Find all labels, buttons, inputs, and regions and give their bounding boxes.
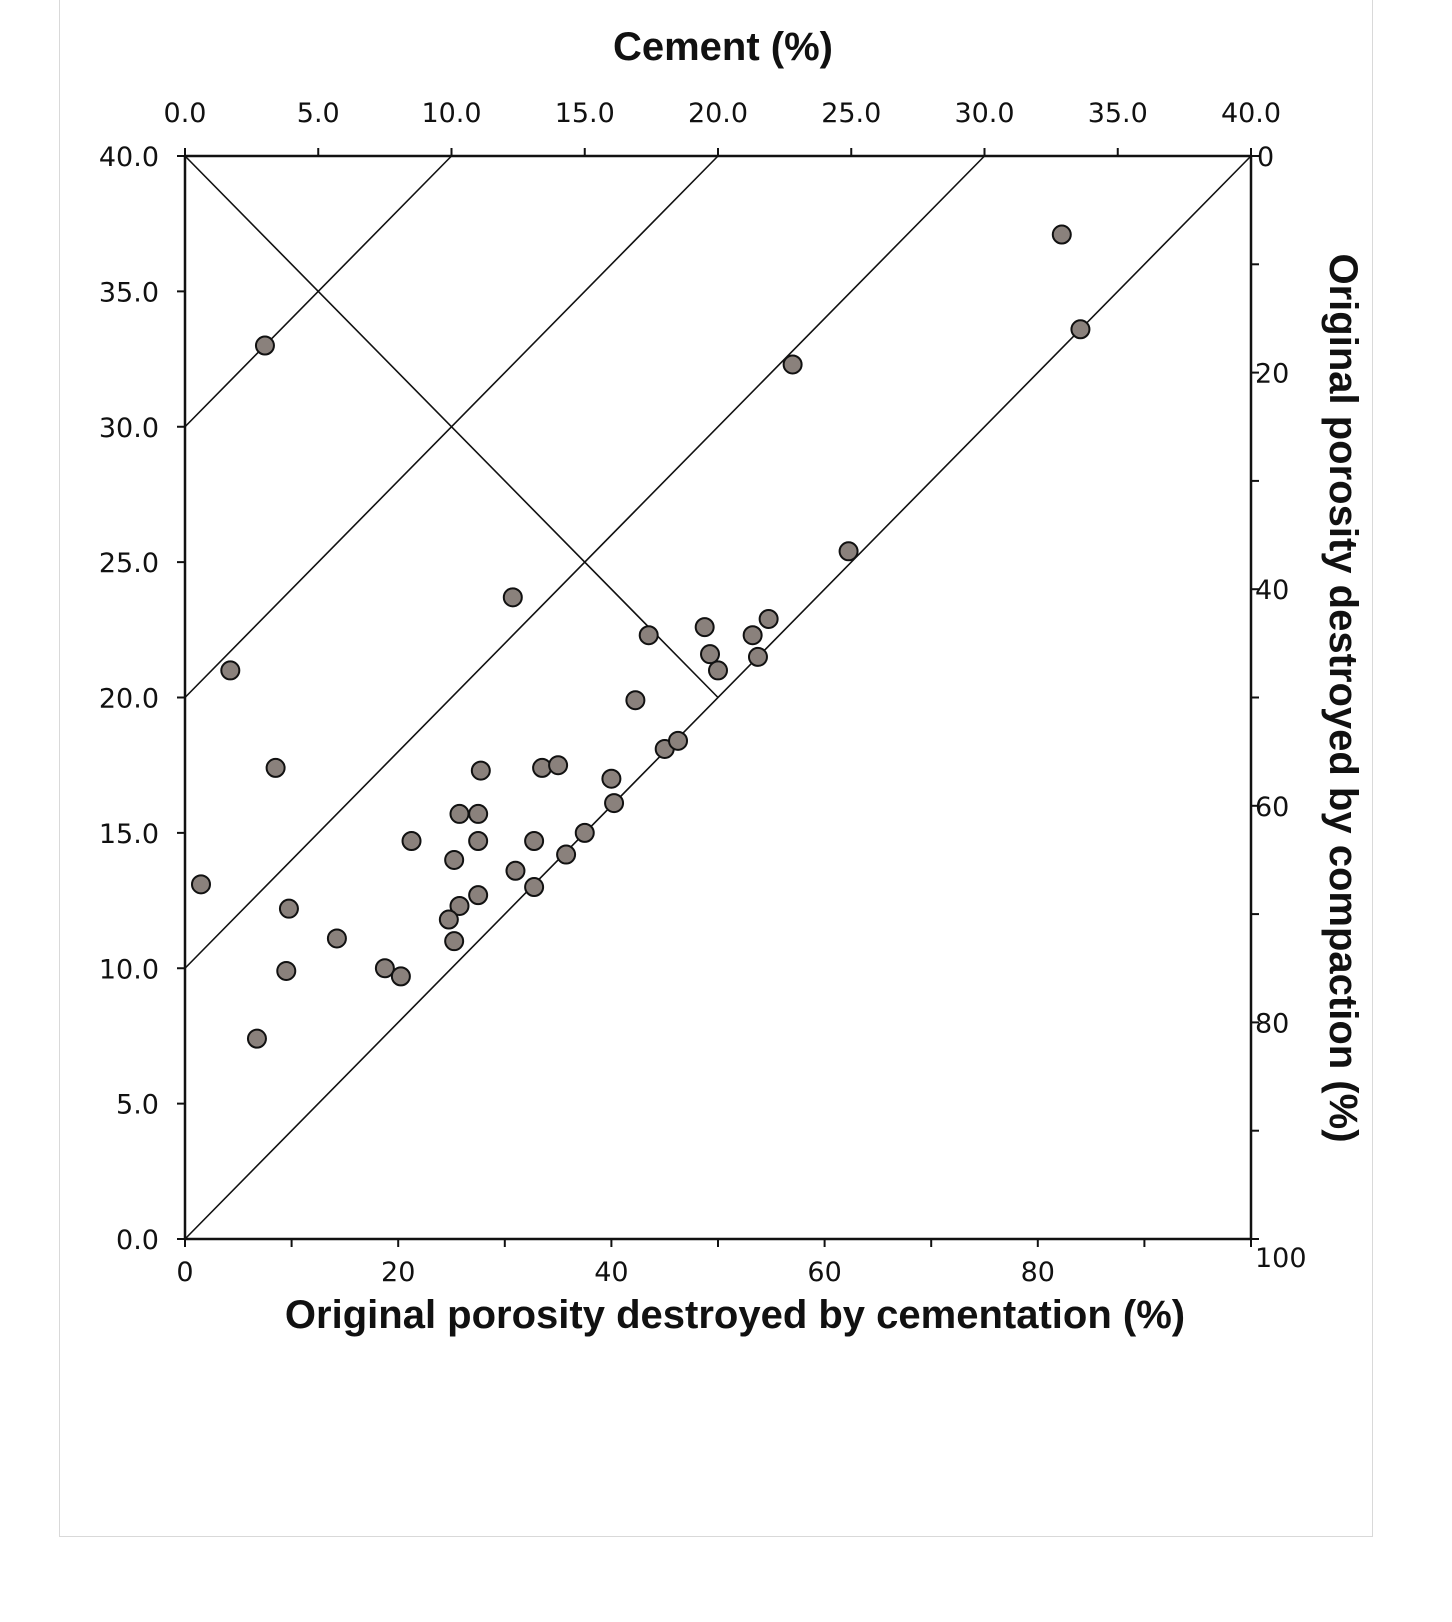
left-tick-label: 25.0 <box>99 548 159 579</box>
data-point <box>390 966 411 987</box>
data-point <box>694 617 715 638</box>
top-tick-label: 10.0 <box>421 98 481 129</box>
x-axis-title: Original porosity destroyed by cementati… <box>285 1293 1185 1337</box>
data-point <box>401 830 422 851</box>
data-point <box>502 587 523 608</box>
bottom-tick-label: 40 <box>594 1257 628 1288</box>
top-tick-label: 40.0 <box>1221 98 1281 129</box>
data-point <box>700 644 721 665</box>
data-point <box>638 625 659 646</box>
left-tick-label: 40.0 <box>99 142 159 173</box>
right-tick-label: 60 <box>1255 792 1289 823</box>
data-point <box>574 822 595 843</box>
figure-frame <box>59 0 1373 1537</box>
top-tick-label: 35.0 <box>1088 98 1148 129</box>
bottom-tick-label: 0 <box>176 1257 193 1288</box>
data-point <box>604 793 625 814</box>
data-point <box>468 830 489 851</box>
data-point <box>254 335 275 356</box>
data-point <box>470 760 491 781</box>
data-point <box>708 660 728 681</box>
data-point <box>278 898 299 919</box>
data-point <box>747 646 768 667</box>
left-tick-label: 20.0 <box>99 684 159 715</box>
data-point <box>625 690 646 711</box>
top-tick-label: 20.0 <box>688 98 748 129</box>
data-point <box>556 844 577 865</box>
top-tick-label: 30.0 <box>954 98 1014 129</box>
data-point <box>246 1028 267 1049</box>
right-tick-label: 40 <box>1255 575 1289 606</box>
right-axis-title: Original porosity destroyed by compactio… <box>1321 253 1365 1142</box>
top-tick-label: 25.0 <box>821 98 881 129</box>
left-tick-label: 35.0 <box>99 277 159 308</box>
data-point <box>276 960 297 981</box>
data-point <box>742 625 763 646</box>
data-point <box>601 768 622 789</box>
left-tick-label: 30.0 <box>99 413 159 444</box>
bottom-tick-label: 80 <box>1021 1257 1055 1288</box>
left-tick-label: 0.0 <box>116 1225 159 1256</box>
right-tick-label: 100 <box>1255 1243 1307 1274</box>
data-point <box>220 660 241 681</box>
data-point <box>1070 319 1091 340</box>
data-point <box>668 730 689 751</box>
data-point <box>838 541 859 562</box>
right-tick-label: 80 <box>1255 1008 1289 1039</box>
data-point <box>190 874 211 895</box>
top-axis-title: Cement (%) <box>613 25 833 69</box>
data-point <box>468 803 489 824</box>
data-point <box>758 608 779 629</box>
data-point <box>374 958 395 979</box>
bottom-tick-label: 20 <box>381 1257 415 1288</box>
data-point <box>444 931 465 952</box>
right-tick-label: 0 <box>1257 142 1274 173</box>
data-point <box>326 928 347 949</box>
bottom-tick-label: 60 <box>807 1257 841 1288</box>
top-tick-label: 5.0 <box>297 98 340 129</box>
data-point <box>524 877 545 898</box>
reference-line <box>184 155 719 699</box>
left-tick-label: 10.0 <box>99 954 159 985</box>
top-tick-label: 0.0 <box>164 98 207 129</box>
data-point <box>782 354 803 375</box>
left-tick-label: 15.0 <box>99 819 159 850</box>
data-point <box>438 909 459 930</box>
data-point <box>1051 224 1072 245</box>
data-point <box>468 885 489 906</box>
data-point <box>444 849 465 870</box>
top-tick-label: 15.0 <box>555 98 615 129</box>
data-point <box>505 860 526 881</box>
data-point <box>449 803 470 824</box>
data-point <box>548 755 569 776</box>
right-tick-label: 20 <box>1255 359 1289 390</box>
data-point <box>524 830 545 851</box>
data-point <box>265 757 286 778</box>
data-point <box>532 757 553 778</box>
data-point <box>449 895 470 916</box>
left-tick-label: 5.0 <box>116 1090 159 1121</box>
